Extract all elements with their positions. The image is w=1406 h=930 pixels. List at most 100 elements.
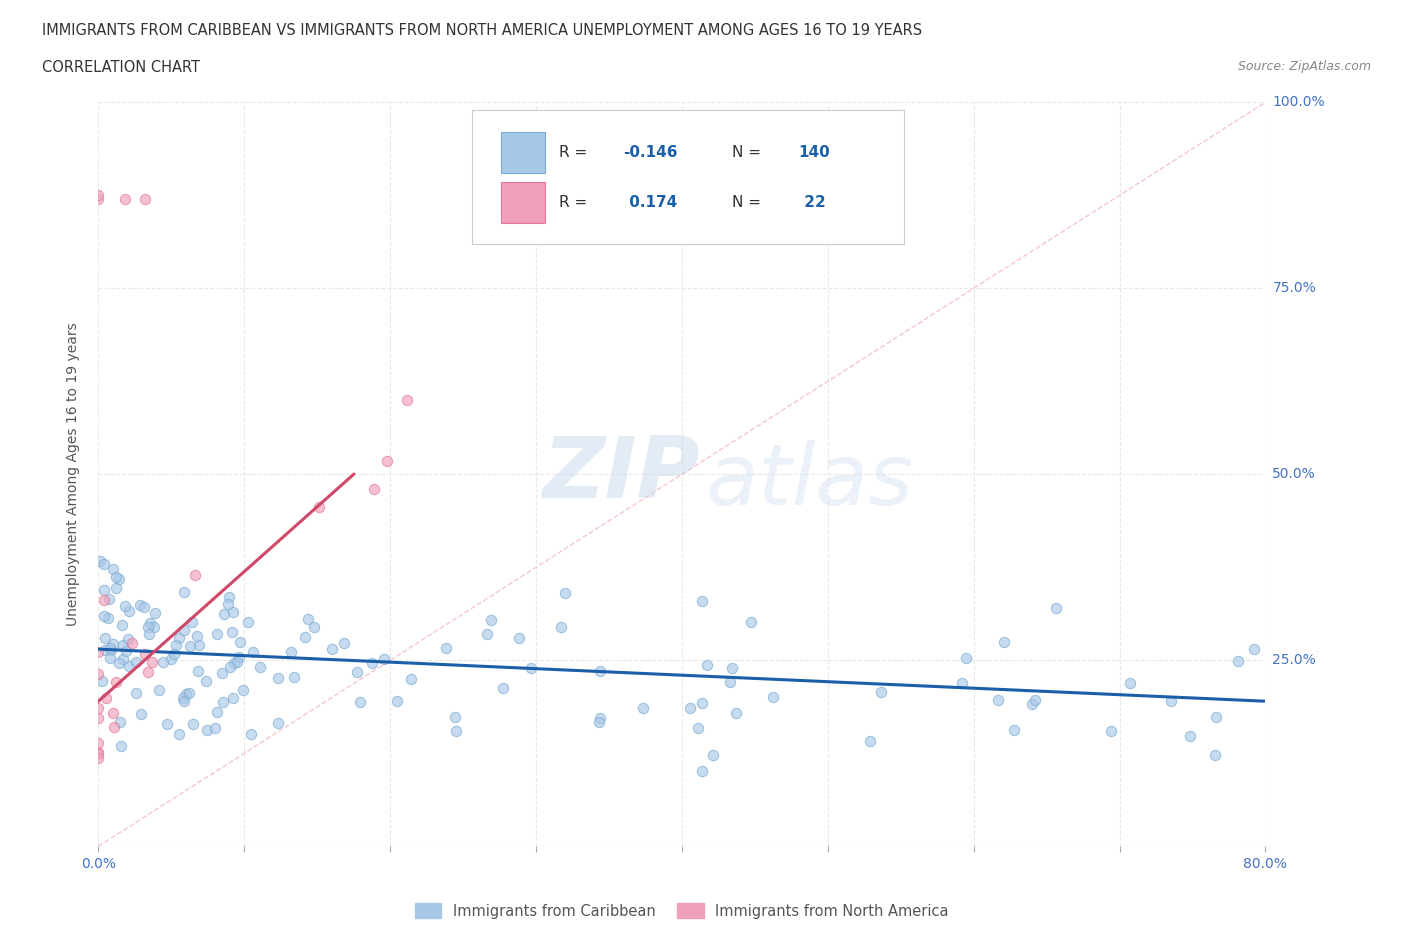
Point — [108, 572, 131, 587]
Point — [172, 690, 194, 705]
Point — [283, 670, 305, 684]
Point — [550, 619, 572, 634]
Point — [87, 751, 110, 765]
Point — [679, 701, 702, 716]
Point — [87, 644, 110, 659]
Point — [176, 686, 198, 701]
Point — [143, 605, 166, 620]
Point — [152, 655, 174, 670]
Point — [214, 606, 236, 621]
Text: 140: 140 — [799, 145, 831, 160]
Point — [197, 723, 219, 737]
Point — [589, 711, 612, 725]
Point — [107, 656, 129, 671]
Text: Source: ZipAtlas.com: Source: ZipAtlas.com — [1237, 60, 1371, 73]
Point — [204, 721, 226, 736]
Point — [205, 627, 228, 642]
Point — [218, 659, 240, 674]
Point — [93, 556, 115, 571]
Point — [363, 482, 385, 497]
Point — [302, 619, 325, 634]
Point — [111, 652, 134, 667]
Point — [373, 651, 395, 666]
Point — [104, 580, 127, 595]
Point — [1243, 641, 1265, 656]
Point — [87, 744, 110, 759]
Point — [148, 683, 170, 698]
Point — [134, 599, 156, 614]
Point — [179, 639, 201, 654]
Point — [211, 665, 233, 680]
Point — [859, 734, 882, 749]
Point — [346, 664, 368, 679]
Point — [308, 499, 330, 514]
Text: IMMIGRANTS FROM CARIBBEAN VS IMMIGRANTS FROM NORTH AMERICA UNEMPLOYMENT AMONG AG: IMMIGRANTS FROM CARIBBEAN VS IMMIGRANTS … — [42, 23, 922, 38]
Point — [103, 720, 125, 735]
Point — [228, 650, 250, 665]
Point — [762, 689, 785, 704]
Text: ZIP: ZIP — [541, 432, 700, 516]
Point — [1021, 697, 1043, 711]
Point — [242, 644, 264, 659]
Point — [87, 700, 110, 715]
Point — [110, 738, 132, 753]
Point — [181, 614, 204, 629]
Point — [589, 664, 612, 679]
Point — [740, 615, 762, 630]
Point — [142, 619, 165, 634]
Point — [1045, 600, 1067, 615]
Point — [100, 642, 122, 657]
Point — [1119, 675, 1142, 690]
Point — [217, 597, 239, 612]
Point — [321, 641, 343, 656]
Point — [139, 616, 162, 631]
Text: atlas: atlas — [706, 440, 914, 524]
Point — [101, 561, 124, 576]
Point — [134, 192, 156, 206]
Point — [114, 644, 136, 658]
Point — [690, 764, 713, 778]
Text: 25.0%: 25.0% — [1272, 653, 1316, 668]
Point — [1160, 694, 1182, 709]
Point — [1178, 728, 1201, 743]
Text: R =: R = — [560, 145, 588, 160]
Point — [98, 650, 121, 665]
Point — [588, 714, 610, 729]
Point — [239, 726, 262, 741]
Legend: Immigrants from Caribbean, Immigrants from North America: Immigrants from Caribbean, Immigrants fr… — [409, 897, 955, 924]
Point — [173, 623, 195, 638]
Point — [166, 637, 188, 652]
Point — [163, 647, 186, 662]
Point — [195, 673, 218, 688]
Point — [222, 604, 245, 619]
Point — [385, 694, 408, 709]
Point — [297, 611, 319, 626]
Point — [228, 634, 250, 649]
Point — [117, 631, 139, 646]
Point — [702, 748, 724, 763]
Point — [399, 671, 422, 686]
Point — [104, 569, 127, 584]
Point — [181, 716, 204, 731]
Point — [87, 746, 110, 761]
Point — [97, 610, 120, 625]
Point — [479, 612, 502, 627]
Point — [221, 624, 243, 639]
Point — [1204, 748, 1226, 763]
Point — [724, 706, 747, 721]
Point — [105, 675, 128, 690]
Point — [111, 638, 134, 653]
Point — [89, 554, 111, 569]
Point — [121, 635, 143, 650]
Point — [136, 665, 159, 680]
Point — [267, 671, 290, 685]
Point — [222, 656, 245, 671]
Point — [98, 641, 121, 656]
Point — [349, 695, 371, 710]
Point — [1024, 693, 1046, 708]
Point — [492, 681, 515, 696]
Point — [360, 656, 382, 671]
Point — [93, 608, 115, 623]
Point — [226, 654, 249, 669]
Point — [631, 700, 654, 715]
